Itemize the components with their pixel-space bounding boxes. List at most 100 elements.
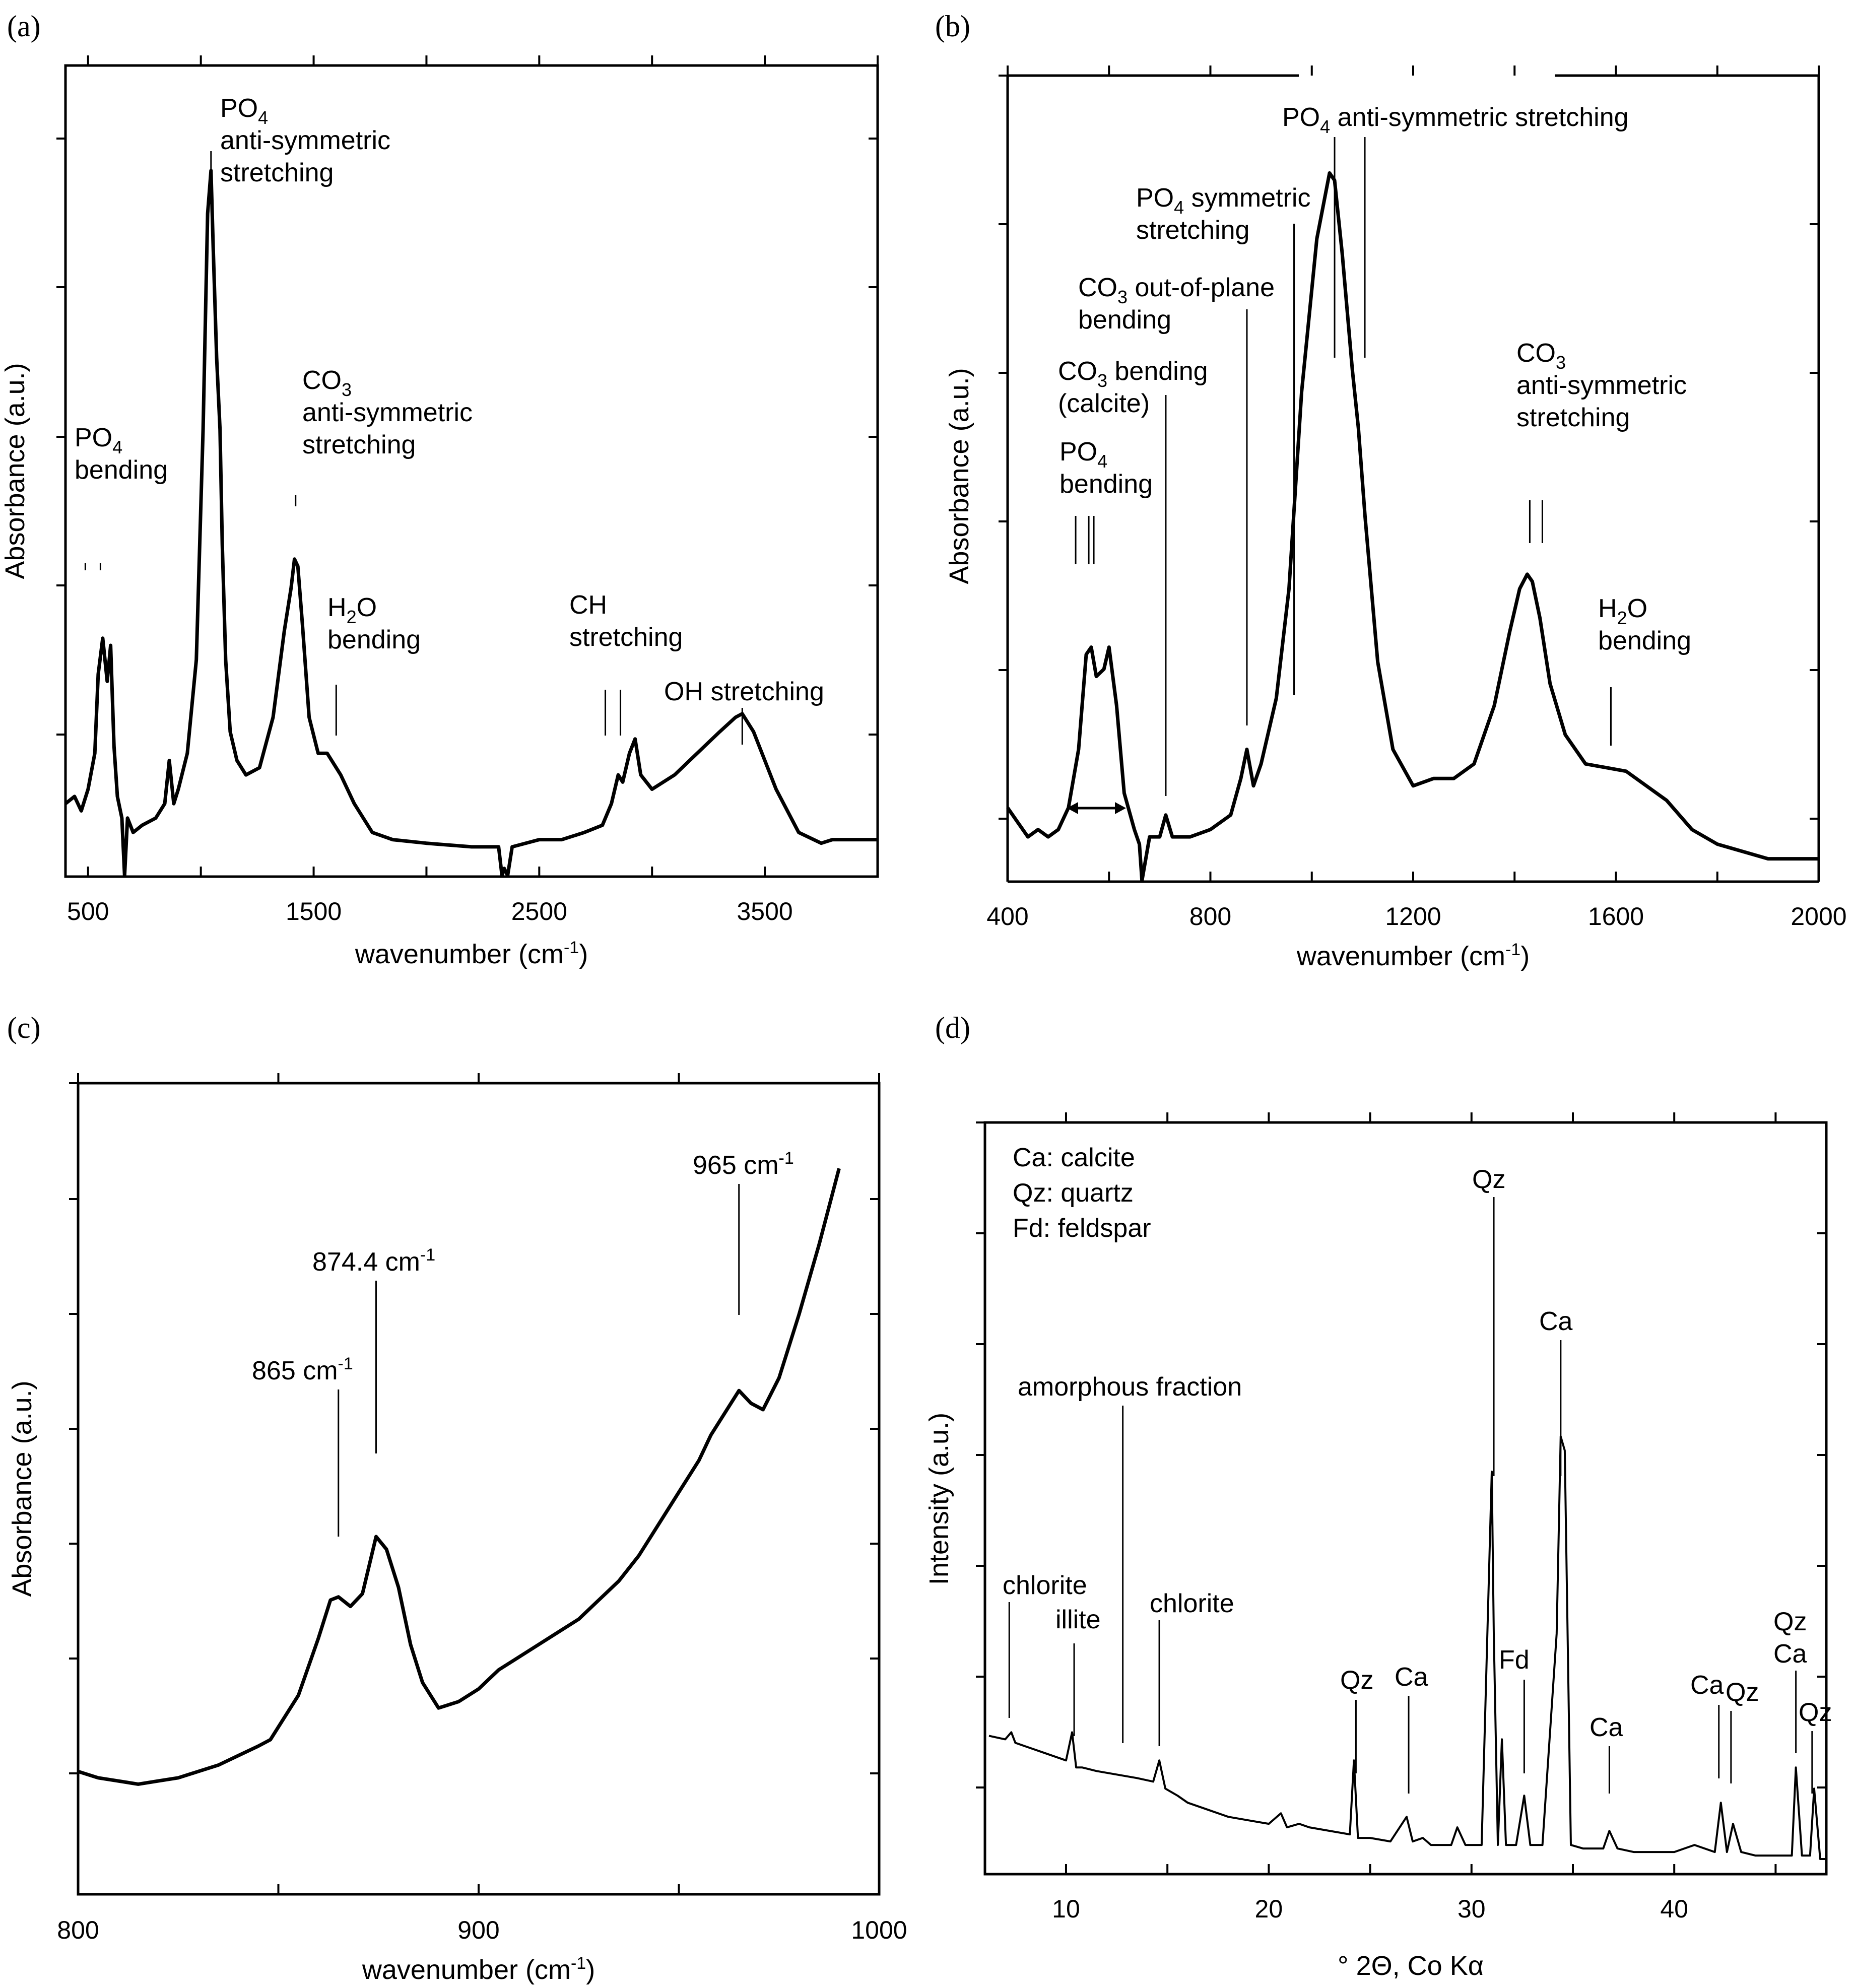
annotation: 965 cm-1: [693, 1149, 794, 1315]
annotation-label: H2O: [327, 593, 377, 627]
x-tick-label: 2000: [1791, 902, 1846, 931]
annotation-label-line: Ca: [1773, 1639, 1807, 1669]
annotation: PO4 anti-symmetric stretching: [1282, 103, 1629, 358]
annotation-label-line: bending: [1598, 626, 1691, 655]
annotation-label: PO4: [220, 94, 268, 128]
x-tick-label: 900: [457, 1916, 499, 1944]
legend-item-calcite: Ca: calcite: [1013, 1143, 1135, 1172]
annotation-label: Ca: [1539, 1307, 1573, 1336]
data-series-line: [1006, 171, 1819, 883]
annotation-label-line: stretching: [1136, 216, 1249, 245]
annotation-label-line: bending: [327, 625, 421, 654]
annotation-label: chlorite: [1003, 1571, 1087, 1600]
annotation-label: Qz: [1472, 1165, 1505, 1194]
annotation: 874.4 cm-1: [312, 1245, 435, 1453]
annotation: CO3 bending(calcite): [1058, 357, 1208, 796]
panel-label-a: (a): [7, 10, 41, 43]
x-axis-title-c: wavenumber (cm-1): [362, 1954, 595, 1985]
annotation-label-line: anti-symmetric: [302, 398, 473, 427]
annotation-label: illite: [1055, 1605, 1101, 1634]
annotation-label-line: stretching: [302, 430, 416, 459]
legend-d: Ca: calcite Qz: quartz Fd: feldspar: [1013, 1143, 1151, 1243]
panel-label-b: (b): [935, 10, 970, 43]
data-series-line: [988, 1435, 1826, 1860]
annotation-label: Qz: [1726, 1678, 1759, 1707]
y-axis-title-d: Intensity (a.u.): [924, 1413, 954, 1585]
annotation-label: PO4: [1060, 437, 1107, 472]
annotation-label: Ca: [1690, 1671, 1724, 1700]
annotation-label: Qz: [1799, 1698, 1832, 1727]
x-tick-label: 1000: [851, 1916, 907, 1944]
annotation-label: Qz: [1340, 1666, 1373, 1695]
x-tick-label: 10: [1052, 1895, 1080, 1923]
x-tick-label: 400: [986, 902, 1028, 931]
annotation-label: 965 cm-1: [693, 1149, 794, 1180]
plot-layer-d: chlorite illite amorphous fraction chlorite…: [988, 1165, 1832, 1860]
panel-label-d: (d): [935, 1011, 970, 1044]
legend-item-quartz: Qz: quartz: [1013, 1178, 1134, 1208]
annotation: Ca: [1539, 1307, 1573, 1476]
x-axis-title-b: wavenumber (cm-1): [1296, 940, 1530, 971]
ticks-a: 500 1500 2500 3500: [56, 55, 879, 925]
annotation-label: Qz: [1773, 1607, 1807, 1636]
x-tick-label: 2500: [511, 897, 567, 925]
annotation-label: CO3 out-of-plane: [1078, 273, 1275, 307]
annotation-label-line: anti-symmetric: [220, 126, 390, 155]
panel-d: (d) 10 20 30 40 chlorite illite amorphous fra…: [924, 1011, 1832, 1981]
annotation: Ca: [1395, 1663, 1428, 1794]
annotation-label: CH: [569, 590, 607, 620]
plot-frame-d: [983, 1121, 1828, 1876]
panel-a: (a) 500 1500 2500 3500 PO4bendingPO4anti-sy…: [0, 10, 879, 969]
data-series-line: [64, 169, 878, 878]
x-tick-label: 500: [67, 897, 109, 925]
x-tick-label: 40: [1660, 1895, 1688, 1923]
plot-layer-c: 865 cm-1 874.4 cm-1 965 cm-1: [77, 1149, 841, 1786]
annotation-label-line: bending: [1078, 305, 1171, 335]
annotation: Qz Ca: [1773, 1607, 1807, 1753]
annotation: chlorite: [1003, 1571, 1087, 1718]
annotation-label: Ca: [1590, 1713, 1623, 1742]
annotation-label: PO4 anti-symmetric stretching: [1282, 103, 1629, 137]
annotation: illite: [1055, 1605, 1101, 1736]
annotation-label-line: bending: [1060, 470, 1153, 499]
annotation: Ca: [1590, 1713, 1623, 1794]
annotation: chlorite: [1150, 1589, 1234, 1746]
annotation: 865 cm-1: [252, 1354, 353, 1537]
panel-label-c: (c): [7, 1011, 41, 1044]
annotation-label: Ca: [1395, 1663, 1428, 1692]
annotation-label-line: (calcite): [1058, 389, 1150, 418]
annotation: Qz: [1726, 1678, 1759, 1783]
annotation: Ca: [1690, 1671, 1724, 1778]
y-axis-title-b: Absorbance (a.u.): [944, 368, 974, 584]
ticks-d: 10 20 30 40: [976, 1112, 1826, 1923]
arrow-head-right: [1115, 802, 1126, 814]
annotation-label: Fd: [1499, 1645, 1530, 1675]
annotation-label: CO3: [302, 366, 352, 400]
x-axis-title-a: wavenumber (cm-1): [355, 938, 588, 969]
y-axis-title-a: Absorbance (a.u.): [0, 363, 30, 579]
arrow-head-left: [1067, 802, 1078, 814]
x-tick-label: 30: [1458, 1895, 1486, 1923]
plot-layer-a: PO4bendingPO4anti-symmetricstretchingCO3…: [64, 94, 878, 878]
annotation-label: CO3 bending: [1058, 357, 1208, 391]
legend-item-feldspar: Fd: feldspar: [1013, 1214, 1151, 1243]
annotation-label: CO3: [1516, 339, 1566, 373]
x-tick-label: 1200: [1385, 902, 1441, 931]
x-tick-label: 800: [1189, 902, 1231, 931]
annotation-label: PO4 symmetric: [1136, 183, 1311, 218]
annotation-label: 865 cm-1: [252, 1354, 353, 1385]
annotation-label-line: anti-symmetric: [1516, 371, 1687, 400]
annotation: Qz: [1340, 1666, 1373, 1773]
x-axis-title-d: ° 2Θ, Co Kα: [1338, 1951, 1484, 1981]
y-axis-title-c: Absorbance (a.u.): [7, 1380, 37, 1597]
